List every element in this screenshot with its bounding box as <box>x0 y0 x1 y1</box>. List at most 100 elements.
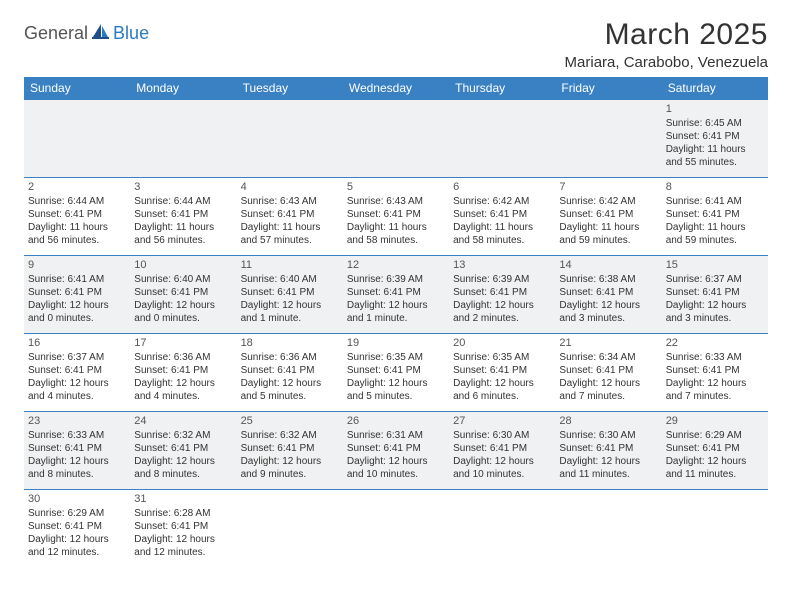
calendar-day: 9Sunrise: 6:41 AMSunset: 6:41 PMDaylight… <box>24 256 130 334</box>
day-number: 28 <box>559 414 657 428</box>
daylight-text: Daylight: 12 hours and 1 minute. <box>241 299 339 325</box>
day-number: 12 <box>347 258 445 272</box>
calendar-empty <box>555 490 661 568</box>
day-number: 13 <box>453 258 551 272</box>
day-header: Friday <box>555 77 661 100</box>
sunset-text: Sunset: 6:41 PM <box>347 208 445 221</box>
calendar-day: 12Sunrise: 6:39 AMSunset: 6:41 PMDayligh… <box>343 256 449 334</box>
sunset-text: Sunset: 6:41 PM <box>134 208 232 221</box>
title-block: March 2025 Mariara, Carabobo, Venezuela <box>565 18 768 71</box>
day-header: Saturday <box>662 77 768 100</box>
sunrise-text: Sunrise: 6:36 AM <box>241 351 339 364</box>
day-header: Monday <box>130 77 236 100</box>
calendar-day: 17Sunrise: 6:36 AMSunset: 6:41 PMDayligh… <box>130 334 236 412</box>
day-number: 19 <box>347 336 445 350</box>
daylight-text: Daylight: 12 hours and 5 minutes. <box>241 377 339 403</box>
sunrise-text: Sunrise: 6:39 AM <box>453 273 551 286</box>
sunset-text: Sunset: 6:41 PM <box>453 208 551 221</box>
day-header: Tuesday <box>237 77 343 100</box>
day-number: 21 <box>559 336 657 350</box>
calendar-day: 21Sunrise: 6:34 AMSunset: 6:41 PMDayligh… <box>555 334 661 412</box>
calendar-day: 31Sunrise: 6:28 AMSunset: 6:41 PMDayligh… <box>130 490 236 568</box>
sunrise-text: Sunrise: 6:37 AM <box>28 351 126 364</box>
sunset-text: Sunset: 6:41 PM <box>666 442 764 455</box>
sunset-text: Sunset: 6:41 PM <box>453 442 551 455</box>
sunset-text: Sunset: 6:41 PM <box>453 364 551 377</box>
page-title: March 2025 <box>565 18 768 52</box>
calendar-day: 26Sunrise: 6:31 AMSunset: 6:41 PMDayligh… <box>343 412 449 490</box>
calendar-day: 18Sunrise: 6:36 AMSunset: 6:41 PMDayligh… <box>237 334 343 412</box>
sunset-text: Sunset: 6:41 PM <box>559 286 657 299</box>
sunrise-text: Sunrise: 6:33 AM <box>28 429 126 442</box>
calendar-day: 30Sunrise: 6:29 AMSunset: 6:41 PMDayligh… <box>24 490 130 568</box>
day-number: 26 <box>347 414 445 428</box>
sunrise-text: Sunrise: 6:42 AM <box>559 195 657 208</box>
day-number: 16 <box>28 336 126 350</box>
sunset-text: Sunset: 6:41 PM <box>347 364 445 377</box>
daylight-text: Daylight: 11 hours and 55 minutes. <box>666 143 764 169</box>
day-number: 24 <box>134 414 232 428</box>
calendar-day: 5Sunrise: 6:43 AMSunset: 6:41 PMDaylight… <box>343 178 449 256</box>
daylight-text: Daylight: 11 hours and 56 minutes. <box>134 221 232 247</box>
sunset-text: Sunset: 6:41 PM <box>241 442 339 455</box>
sunset-text: Sunset: 6:41 PM <box>453 286 551 299</box>
day-number: 15 <box>666 258 764 272</box>
daylight-text: Daylight: 12 hours and 6 minutes. <box>453 377 551 403</box>
daylight-text: Daylight: 12 hours and 0 minutes. <box>28 299 126 325</box>
daylight-text: Daylight: 12 hours and 7 minutes. <box>666 377 764 403</box>
day-number: 20 <box>453 336 551 350</box>
daylight-text: Daylight: 12 hours and 12 minutes. <box>134 533 232 559</box>
daylight-text: Daylight: 12 hours and 4 minutes. <box>134 377 232 403</box>
calendar-day: 16Sunrise: 6:37 AMSunset: 6:41 PMDayligh… <box>24 334 130 412</box>
sunset-text: Sunset: 6:41 PM <box>134 364 232 377</box>
sunrise-text: Sunrise: 6:41 AM <box>666 195 764 208</box>
day-number: 25 <box>241 414 339 428</box>
calendar-day: 23Sunrise: 6:33 AMSunset: 6:41 PMDayligh… <box>24 412 130 490</box>
calendar-day: 20Sunrise: 6:35 AMSunset: 6:41 PMDayligh… <box>449 334 555 412</box>
calendar-day: 11Sunrise: 6:40 AMSunset: 6:41 PMDayligh… <box>237 256 343 334</box>
calendar-empty <box>343 490 449 568</box>
sunrise-text: Sunrise: 6:40 AM <box>241 273 339 286</box>
day-number: 10 <box>134 258 232 272</box>
daylight-text: Daylight: 11 hours and 58 minutes. <box>453 221 551 247</box>
sunrise-text: Sunrise: 6:43 AM <box>347 195 445 208</box>
sunrise-text: Sunrise: 6:40 AM <box>134 273 232 286</box>
logo-sail-icon <box>91 22 111 45</box>
calendar-empty <box>237 490 343 568</box>
logo-text-blue: Blue <box>113 23 149 44</box>
daylight-text: Daylight: 12 hours and 0 minutes. <box>134 299 232 325</box>
daylight-text: Daylight: 11 hours and 58 minutes. <box>347 221 445 247</box>
sunset-text: Sunset: 6:41 PM <box>666 208 764 221</box>
calendar-day: 4Sunrise: 6:43 AMSunset: 6:41 PMDaylight… <box>237 178 343 256</box>
daylight-text: Daylight: 11 hours and 59 minutes. <box>666 221 764 247</box>
calendar-week: 1Sunrise: 6:45 AMSunset: 6:41 PMDaylight… <box>24 100 768 178</box>
day-header: Sunday <box>24 77 130 100</box>
logo: General Blue <box>24 22 149 45</box>
sunrise-text: Sunrise: 6:35 AM <box>453 351 551 364</box>
day-number: 1 <box>666 102 764 116</box>
calendar-day: 22Sunrise: 6:33 AMSunset: 6:41 PMDayligh… <box>662 334 768 412</box>
sunset-text: Sunset: 6:41 PM <box>134 520 232 533</box>
sunrise-text: Sunrise: 6:37 AM <box>666 273 764 286</box>
day-number: 5 <box>347 180 445 194</box>
daylight-text: Daylight: 12 hours and 7 minutes. <box>559 377 657 403</box>
calendar-empty <box>555 100 661 178</box>
sunrise-text: Sunrise: 6:29 AM <box>28 507 126 520</box>
sunrise-text: Sunrise: 6:44 AM <box>134 195 232 208</box>
logo-text-general: General <box>24 23 88 44</box>
calendar-empty <box>449 100 555 178</box>
daylight-text: Daylight: 12 hours and 1 minute. <box>347 299 445 325</box>
calendar-week: 2Sunrise: 6:44 AMSunset: 6:41 PMDaylight… <box>24 178 768 256</box>
day-number: 30 <box>28 492 126 506</box>
calendar-week: 23Sunrise: 6:33 AMSunset: 6:41 PMDayligh… <box>24 412 768 490</box>
calendar-day: 1Sunrise: 6:45 AMSunset: 6:41 PMDaylight… <box>662 100 768 178</box>
day-number: 2 <box>28 180 126 194</box>
calendar-day: 7Sunrise: 6:42 AMSunset: 6:41 PMDaylight… <box>555 178 661 256</box>
sunrise-text: Sunrise: 6:35 AM <box>347 351 445 364</box>
day-number: 17 <box>134 336 232 350</box>
sunset-text: Sunset: 6:41 PM <box>666 286 764 299</box>
sunset-text: Sunset: 6:41 PM <box>134 286 232 299</box>
calendar-empty <box>449 490 555 568</box>
daylight-text: Daylight: 12 hours and 8 minutes. <box>28 455 126 481</box>
daylight-text: Daylight: 12 hours and 10 minutes. <box>453 455 551 481</box>
